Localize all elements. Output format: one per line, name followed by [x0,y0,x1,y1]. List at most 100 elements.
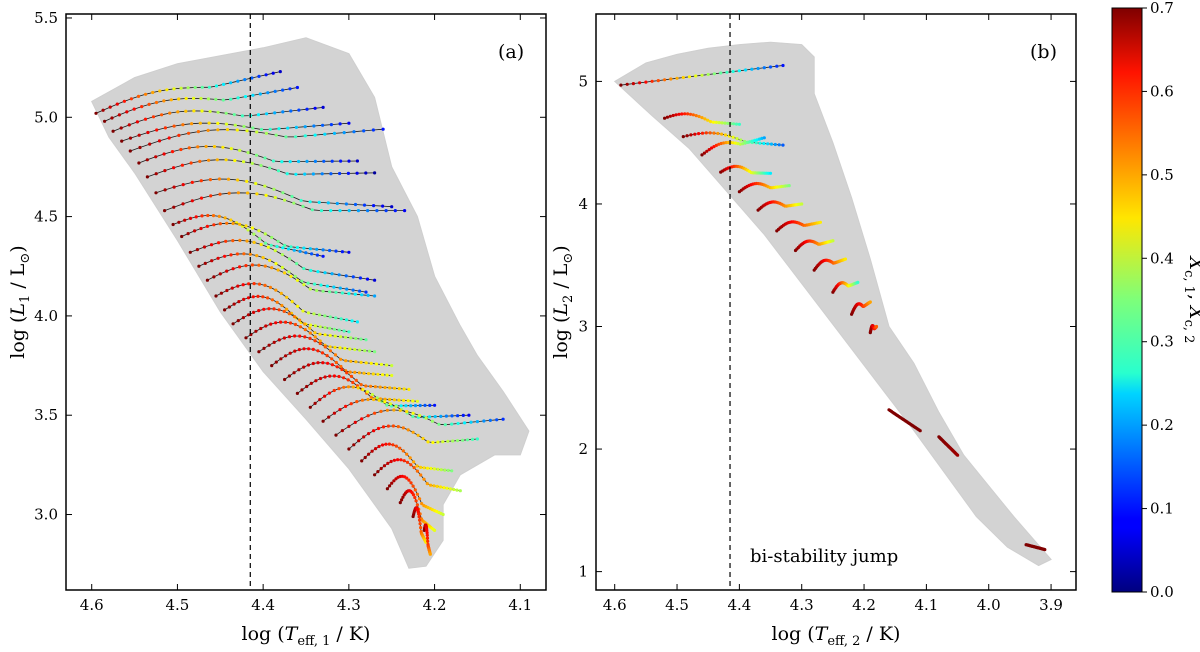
track-point [205,278,209,282]
track-point [186,86,190,90]
track-point [257,282,262,286]
track-point [322,159,326,163]
track-point [308,331,312,335]
track-point [369,395,373,399]
track-point [656,79,660,83]
track-point [750,67,754,71]
y-tick-label: 3.5 [34,406,58,424]
track [385,474,445,517]
track-point [762,141,766,146]
track-point [318,398,322,402]
track-point [357,439,361,443]
track-point [711,120,716,124]
track-point [338,209,342,213]
track-point [300,388,304,392]
track-point [198,121,202,125]
track-point [181,202,185,206]
track-point [333,345,337,349]
track-point [380,373,385,377]
track-point [157,139,162,143]
track-point [339,317,343,321]
track-point [274,360,278,364]
track-point [456,414,460,418]
track-point [265,112,269,116]
track-point [671,113,675,118]
track-point [236,178,240,182]
panel-b-envelope [613,41,1052,567]
track-point [719,141,723,146]
track-point [320,351,325,355]
track [283,361,411,391]
track [257,334,394,368]
track-point [482,419,486,423]
track-point [199,96,203,101]
track-point [179,147,183,152]
track-point [300,279,304,283]
track-point [214,97,218,101]
colorbar-tick-label: 0.2 [1150,416,1174,434]
track-point [405,460,410,464]
track-point [181,123,185,127]
track-point [302,347,306,351]
track-point [242,297,246,301]
track-point [353,202,358,207]
track [756,200,804,212]
track-point [691,113,695,117]
track-point [377,398,381,402]
track-point [209,243,214,247]
track-point [154,155,158,159]
track-point [731,141,735,145]
track-point [402,387,406,391]
track-point [135,120,139,124]
track-point [287,335,292,339]
track-point [276,268,280,272]
track-point [297,348,301,352]
track-point [458,489,462,493]
track-point [235,128,239,132]
track-point [475,437,479,441]
track [831,280,860,294]
track-point [232,302,236,306]
track-point [392,408,396,412]
track-point [709,120,713,124]
track-point [719,71,723,75]
track-point [362,435,366,439]
track-point [708,131,712,135]
track-point [755,138,759,142]
track-point [148,142,152,146]
track-point [217,241,221,245]
track-point [261,295,265,299]
track-point [358,289,362,293]
track-point [313,335,317,339]
track-point [284,320,288,324]
track-point [235,252,239,256]
track-point [200,214,204,218]
track-point [425,482,429,486]
track-point [433,403,437,407]
track-point [406,428,410,432]
track-point [388,386,392,390]
track-point [738,142,742,146]
track-point [212,145,217,149]
track-point [444,414,448,418]
track-point [415,399,419,403]
track-point [316,349,320,353]
track-point [665,115,670,119]
track-point [111,129,115,133]
track [154,177,394,209]
track-point [373,294,377,298]
track-point [230,286,234,290]
track-point [292,201,296,205]
track-point [231,322,235,326]
track-point [270,298,274,302]
track-point [155,128,159,132]
track-point [281,110,285,114]
track-point [256,113,261,117]
track-point [359,337,363,341]
track-point [419,465,423,469]
track-point [172,87,176,91]
track-point [313,401,317,405]
track [120,121,351,143]
track-point [246,296,251,300]
track-point [353,420,357,424]
